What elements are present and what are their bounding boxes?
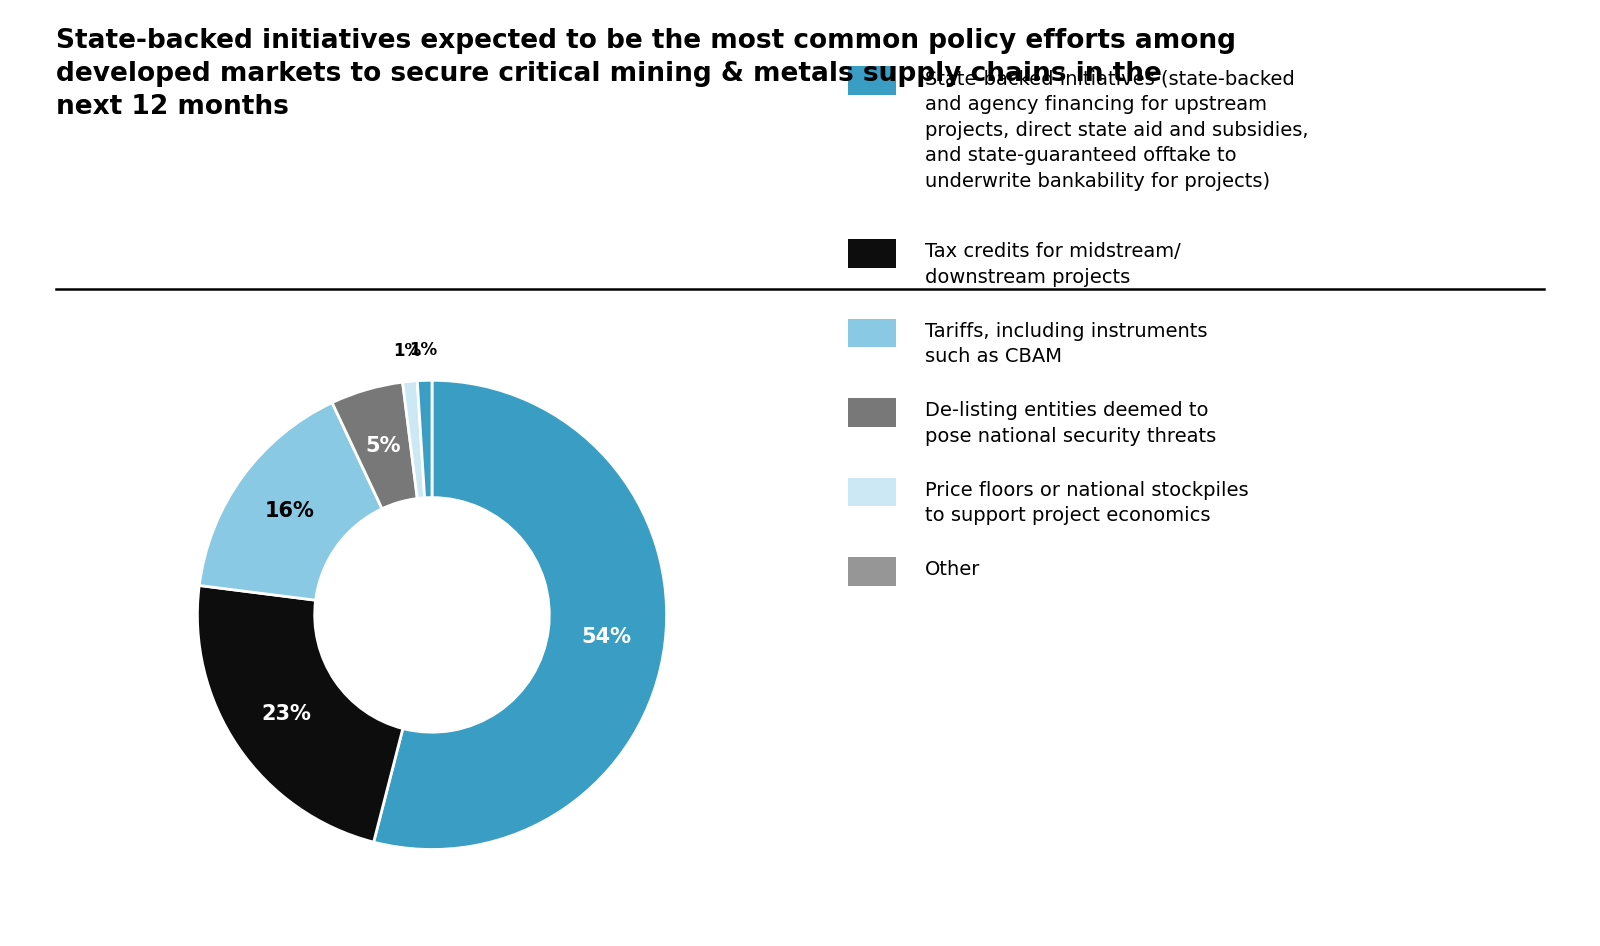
Text: 54%: 54% bbox=[581, 627, 632, 647]
Text: State-backed initiatives (state-backed
and agency financing for upstream
project: State-backed initiatives (state-backed a… bbox=[925, 69, 1309, 191]
Text: 5%: 5% bbox=[365, 436, 400, 456]
Wedge shape bbox=[403, 380, 424, 499]
Text: Tariffs, including instruments
such as CBAM: Tariffs, including instruments such as C… bbox=[925, 322, 1208, 366]
Text: 16%: 16% bbox=[264, 501, 315, 521]
Text: 1%: 1% bbox=[410, 341, 438, 359]
Wedge shape bbox=[418, 380, 432, 498]
Wedge shape bbox=[197, 586, 403, 842]
Text: Price floors or national stockpiles
to support project economics: Price floors or national stockpiles to s… bbox=[925, 481, 1248, 525]
Wedge shape bbox=[374, 380, 667, 850]
Wedge shape bbox=[200, 403, 382, 600]
Text: 23%: 23% bbox=[261, 704, 312, 724]
Wedge shape bbox=[333, 382, 418, 509]
Text: State-backed initiatives expected to be the most common policy efforts among
dev: State-backed initiatives expected to be … bbox=[56, 28, 1235, 120]
Text: 1%: 1% bbox=[394, 342, 421, 360]
Text: Tax credits for midstream/
downstream projects: Tax credits for midstream/ downstream pr… bbox=[925, 242, 1181, 287]
Text: Other: Other bbox=[925, 560, 981, 579]
Text: De-listing entities deemed to
pose national security threats: De-listing entities deemed to pose natio… bbox=[925, 401, 1216, 446]
